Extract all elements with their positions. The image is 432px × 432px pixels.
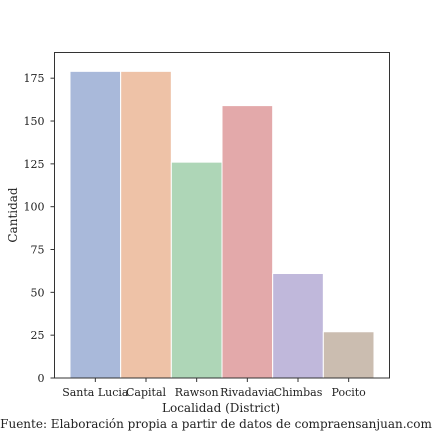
x-tick-label: Rawson bbox=[175, 386, 219, 399]
bar-pocito bbox=[322, 331, 375, 379]
y-tick-label: 175 bbox=[24, 72, 45, 85]
y-tick-label: 100 bbox=[24, 201, 45, 214]
bar-santa-lucia bbox=[69, 70, 122, 379]
x-tick-label: Chimbas bbox=[274, 386, 323, 399]
bars-group bbox=[69, 70, 375, 379]
bar-rivadavia bbox=[221, 105, 274, 379]
y-axis-label: Cantidad bbox=[6, 187, 20, 243]
bar-chimbas bbox=[272, 272, 324, 379]
x-axis-label: Localidad (District) bbox=[162, 401, 280, 415]
bar-rawson bbox=[170, 161, 223, 379]
y-tick-label: 0 bbox=[38, 372, 45, 385]
x-tick-label: Capital bbox=[126, 386, 167, 399]
plot-frame bbox=[54, 52, 390, 379]
x-tick-label: Pocito bbox=[332, 386, 367, 399]
y-tick-label: 125 bbox=[24, 158, 45, 171]
bar-capital bbox=[120, 70, 172, 379]
y-tick-label: 75 bbox=[31, 244, 45, 257]
y-tick-label: 50 bbox=[31, 286, 45, 299]
source-caption: Fuente: Elaboración propia a partir de d… bbox=[0, 417, 432, 431]
x-tick-label: Santa Lucia bbox=[62, 386, 129, 399]
y-tick-label: 150 bbox=[24, 115, 45, 128]
x-tick-label: Rivadavia bbox=[220, 386, 275, 399]
y-axis-ticks: 0 25 50 75 100 125 150 175 bbox=[24, 72, 55, 385]
y-tick-label: 25 bbox=[31, 329, 45, 342]
